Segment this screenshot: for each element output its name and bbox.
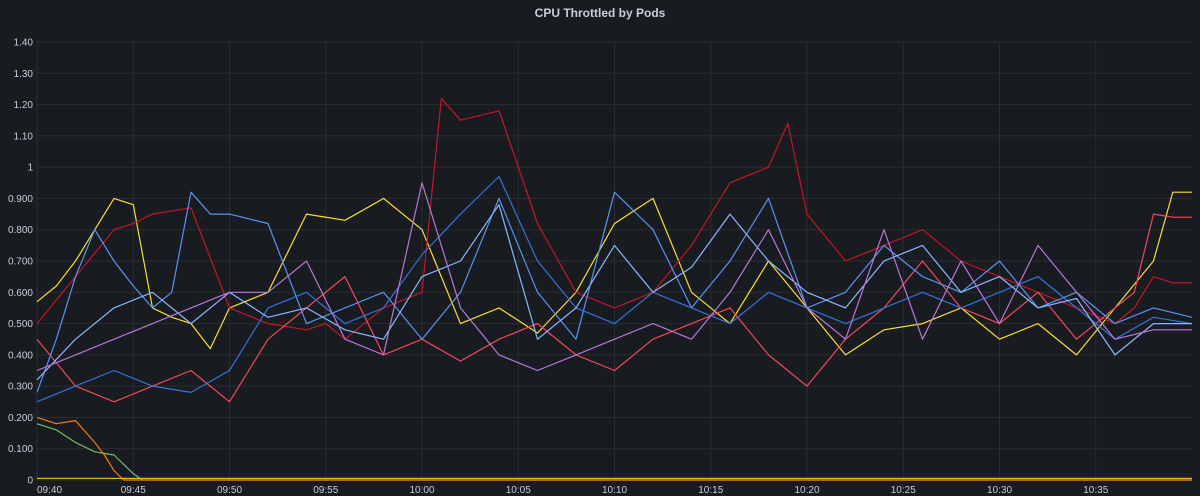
x-axis: 09:40 09:45 09:50 09:55 10:00 10:05 10:10 10:15… — [37, 485, 1109, 496]
x-tick-label: 09:50 — [217, 485, 242, 496]
y-tick-label: 0.600 — [8, 288, 33, 299]
y-axis: 0 0.100 0.200 0.300 0.400 0.500 0.600 0.700 0.80… — [8, 38, 33, 487]
x-tick-label: 10:35 — [1083, 485, 1108, 496]
series-line-4[interactable] — [36, 191, 1193, 393]
series-line-3[interactable] — [36, 213, 1192, 403]
grid — [36, 41, 1192, 481]
y-tick-label: 1.40 — [14, 38, 34, 49]
series-line-5[interactable] — [36, 175, 1193, 403]
y-tick-label: 0.100 — [8, 444, 33, 455]
y-tick-label: 1.30 — [14, 69, 34, 80]
y-tick-label: 0.900 — [8, 194, 33, 205]
y-tick-label: 1.10 — [14, 131, 34, 142]
series-line-7[interactable] — [36, 182, 1192, 372]
x-tick-label: 09:55 — [313, 485, 338, 496]
series-group[interactable] — [36, 97, 1193, 481]
x-tick-label: 09:45 — [121, 485, 146, 496]
x-tick-label: 10:05 — [506, 485, 531, 496]
y-tick-label: 0.800 — [8, 225, 33, 236]
y-tick-label: 0 — [27, 476, 33, 487]
panel-title[interactable]: CPU Throttled by Pods — [534, 6, 666, 20]
x-tick-label: 10:00 — [409, 485, 434, 496]
y-tick-label: 0.200 — [8, 413, 33, 424]
y-tick-label: 0.500 — [8, 319, 33, 330]
y-tick-label: 0.400 — [8, 350, 33, 361]
x-tick-label: 10:15 — [698, 485, 723, 496]
y-tick-label: 0.700 — [8, 257, 33, 268]
y-tick-label: 0.300 — [8, 382, 33, 393]
x-tick-label: 09:40 — [37, 485, 62, 496]
x-tick-label: 10:25 — [891, 485, 916, 496]
y-tick-label: 1 — [27, 163, 33, 174]
x-tick-label: 10:30 — [987, 485, 1012, 496]
x-tick-label: 10:20 — [794, 485, 819, 496]
x-tick-label: 10:10 — [602, 485, 627, 496]
series-line-2[interactable] — [36, 97, 1192, 340]
y-tick-label: 1.20 — [14, 100, 34, 111]
